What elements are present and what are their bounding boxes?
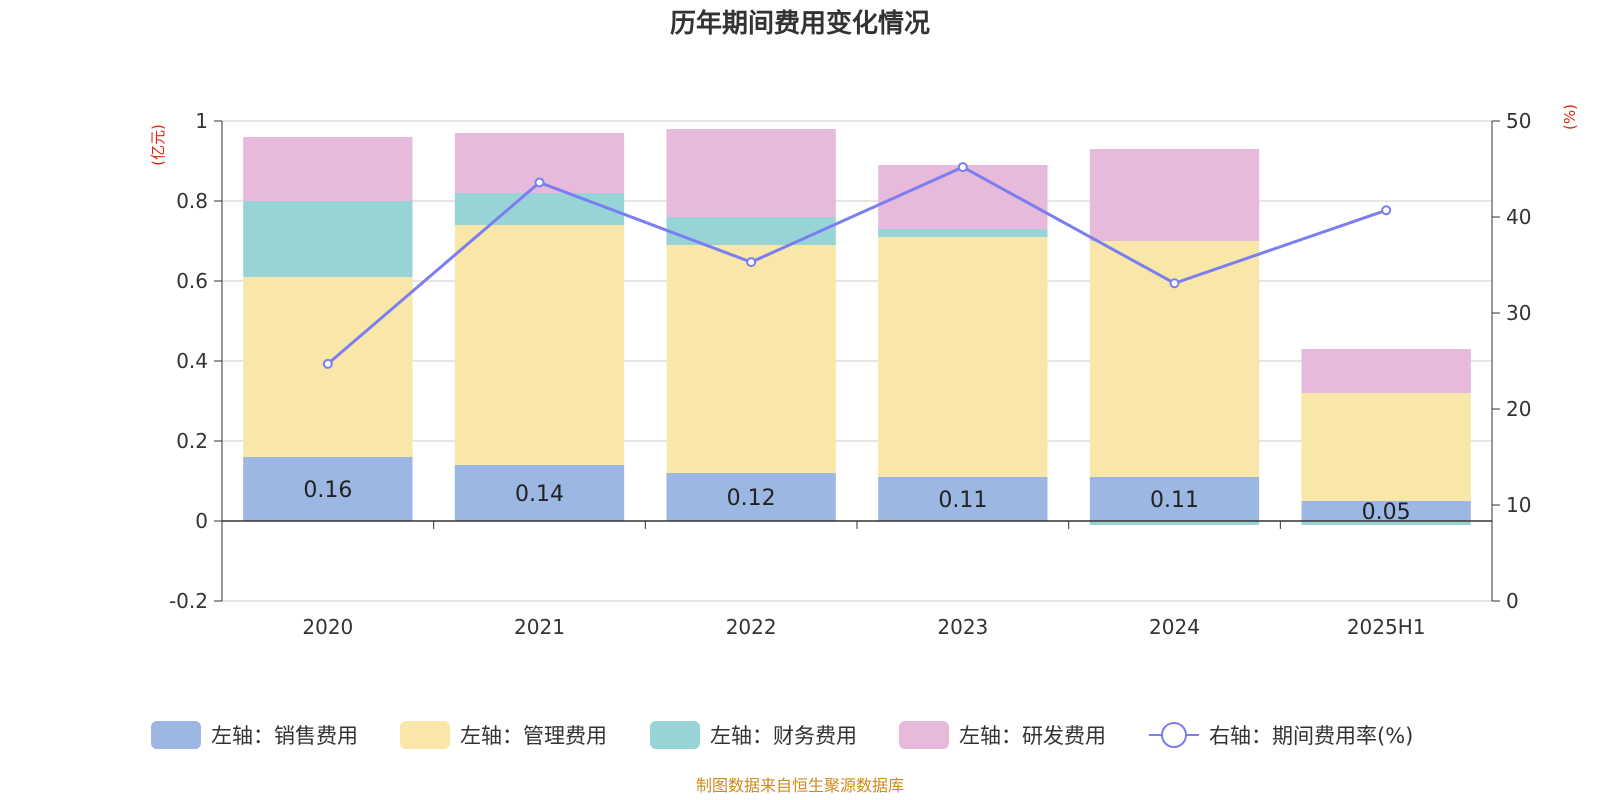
- bar-segment: [243, 201, 413, 277]
- left-axis-tick-label: -0.2: [169, 589, 208, 613]
- x-axis-tick-label: 2024: [1149, 615, 1200, 639]
- left-axis-unit: (亿元): [149, 124, 167, 166]
- rate-point: [322, 358, 333, 369]
- data-source-note: 制图数据来自恒生聚源数据库: [696, 776, 904, 795]
- bar-segment: [1089, 241, 1260, 477]
- data-label: 0.12: [727, 486, 776, 511]
- left-axis-tick-label: 0.2: [176, 429, 208, 453]
- bar-segment: [1301, 501, 1471, 521]
- bar-segment: [878, 229, 1048, 237]
- x-axis-tick-label: 2021: [514, 615, 565, 639]
- bar-segment: [878, 165, 1048, 229]
- left-axis-tick-label: 0.4: [176, 349, 208, 373]
- rate-point: [534, 177, 545, 188]
- legend-label: 左轴：销售费用: [211, 724, 358, 748]
- x-axis-tick-label: 2025H1: [1347, 615, 1426, 639]
- right-axis-tick-label: 20: [1506, 397, 1531, 421]
- legend-label: 右轴：期间费用率(%): [1209, 724, 1413, 748]
- legend-swatch: [400, 721, 450, 749]
- x-axis-tick-label: 2023: [937, 615, 988, 639]
- left-axis-tick-label: 1: [195, 109, 208, 133]
- data-label: 0.11: [938, 488, 987, 513]
- rate-line: [326, 165, 1387, 366]
- bar-segment: [666, 245, 836, 473]
- legend-label: 左轴：财务费用: [710, 724, 857, 748]
- data-label: 0.16: [303, 478, 352, 503]
- right-axis-tick-label: 10: [1506, 493, 1531, 517]
- legend-swatch: [650, 721, 700, 749]
- bar-series: [243, 129, 1471, 525]
- rate-point: [1169, 278, 1180, 289]
- left-axis-tick-label: 0.8: [176, 189, 208, 213]
- legend-label: 左轴：管理费用: [460, 724, 607, 748]
- bar-segment: [454, 193, 625, 225]
- bar-segment: [666, 473, 836, 521]
- legend-swatch: [899, 721, 949, 749]
- bar-segment: [878, 477, 1048, 521]
- rate-point: [1381, 205, 1392, 216]
- bar-segment: [454, 225, 625, 465]
- bar-segment: [666, 129, 836, 217]
- right-axis-tick-label: 40: [1506, 205, 1531, 229]
- bar-segment: [1089, 477, 1260, 521]
- data-label: 0.11: [1150, 488, 1199, 513]
- bar-segment: [454, 465, 625, 521]
- bar-segment: [1089, 521, 1260, 525]
- bar-segment: [243, 137, 413, 201]
- data-labels: 0.16 0.14 0.12 0.11 0.11 0.05: [303, 478, 1410, 525]
- rate-point: [957, 162, 968, 173]
- left-axis-tick-label: 0.6: [176, 269, 208, 293]
- bar-segment: [1301, 349, 1471, 393]
- bar-segment: [1301, 393, 1471, 501]
- legend-marker: [1161, 722, 1187, 748]
- bar-segment: [878, 237, 1048, 477]
- x-axis-tick-label: 2020: [302, 615, 353, 639]
- bar-segment: [1089, 149, 1260, 241]
- axes: [214, 120, 1500, 602]
- right-axis-tick-label: 50: [1506, 109, 1531, 133]
- right-axis-unit: (%): [1561, 104, 1579, 130]
- right-axis-tick-label: 30: [1506, 301, 1531, 325]
- chart-title: 历年期间费用变化情况: [670, 8, 930, 39]
- data-label: 0.05: [1362, 500, 1411, 525]
- data-label: 0.14: [515, 482, 564, 507]
- legend-swatch: [151, 721, 201, 749]
- line-series: [322, 162, 1392, 369]
- right-axis-tick-label: 0: [1506, 589, 1519, 613]
- bar-segment: [243, 457, 413, 521]
- legend: 左轴：销售费用 左轴：管理费用 左轴：财务费用 左轴：研发费用 右轴：期间费用率(%): [151, 721, 1413, 749]
- bar-segment: [1301, 521, 1471, 525]
- rate-point: [746, 257, 757, 268]
- left-axis-tick-label: 0: [195, 509, 208, 533]
- x-axis-tick-label: 2022: [726, 615, 777, 639]
- legend-label: 左轴：研发费用: [959, 724, 1106, 748]
